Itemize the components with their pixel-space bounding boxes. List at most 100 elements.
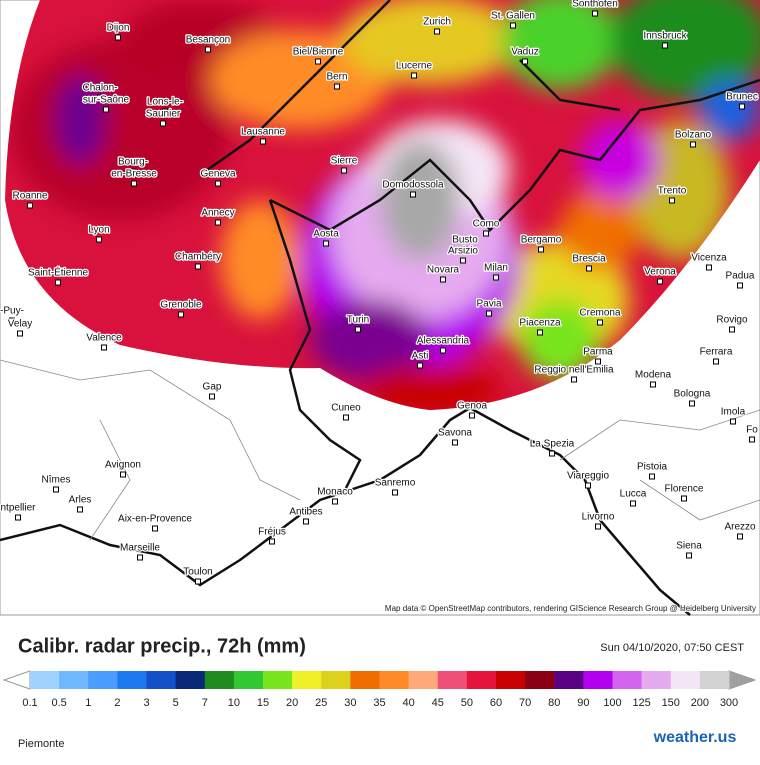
city-marker xyxy=(55,279,61,286)
city-label: Biel/Bienne xyxy=(293,47,344,58)
legend-tick-label: 300 xyxy=(720,697,738,709)
legend-tick-label: 150 xyxy=(662,697,680,709)
legend-tick-label: 70 xyxy=(519,697,531,709)
city-marker xyxy=(303,518,309,525)
city-marker xyxy=(689,400,695,407)
city-marker xyxy=(649,473,655,480)
legend-tick-label: 35 xyxy=(373,697,385,709)
city-label: -Puy- xyxy=(0,306,24,317)
city-label: Fo xyxy=(746,425,758,436)
attribution: Map data © OpenStreetMap contributors, r… xyxy=(385,604,756,613)
city-label: Lucerne xyxy=(396,61,433,72)
city-marker xyxy=(737,282,743,289)
city-label: Dijon xyxy=(107,23,130,34)
city-marker xyxy=(205,46,211,53)
city-marker xyxy=(334,83,340,90)
city-label: Arezzo xyxy=(724,522,756,533)
city-label: Bolzano xyxy=(675,130,712,141)
city-marker xyxy=(15,514,21,521)
city-label: Siena xyxy=(676,541,702,552)
city-marker xyxy=(650,381,656,388)
city-marker xyxy=(440,276,446,283)
city-marker xyxy=(483,230,489,237)
city-label: Modena xyxy=(635,370,672,381)
legend-under xyxy=(2,670,31,690)
city-label: Zurich xyxy=(423,17,451,28)
city-marker xyxy=(630,500,636,507)
city-label: Sierre xyxy=(331,156,358,167)
city-marker xyxy=(17,330,23,337)
city-label: Lons-le- xyxy=(147,97,183,108)
city-marker xyxy=(729,326,735,333)
city-marker xyxy=(730,418,736,425)
city-label: Savona xyxy=(438,428,472,439)
city-marker xyxy=(152,525,158,532)
city-marker xyxy=(571,376,577,383)
city-label: Rovigo xyxy=(716,315,748,326)
city-marker xyxy=(120,471,126,478)
city-marker xyxy=(460,257,466,264)
legend-tick-label: 15 xyxy=(257,697,269,709)
legend-swatch xyxy=(321,671,351,689)
city-marker xyxy=(410,191,416,198)
borders xyxy=(0,0,760,616)
city-marker xyxy=(486,310,492,317)
city-marker xyxy=(739,103,745,110)
city-marker xyxy=(537,329,543,336)
city-label: Geneva xyxy=(200,169,235,180)
city-marker xyxy=(417,362,423,369)
legend-swatch xyxy=(233,671,264,689)
legend-swatch xyxy=(641,671,672,689)
legend-tick-label: 90 xyxy=(577,697,589,709)
city-label: sur-Saône xyxy=(83,95,130,106)
city-label: Imola xyxy=(721,407,746,418)
legend-tick-label: 0.1 xyxy=(22,697,37,709)
city-marker xyxy=(315,58,321,65)
legend-swatch xyxy=(612,671,643,689)
city-marker xyxy=(341,167,347,174)
city-marker xyxy=(162,108,168,115)
city-marker xyxy=(549,450,555,457)
city-marker xyxy=(355,326,361,333)
legend-tick-label: 30 xyxy=(344,697,356,709)
city-label: Cuneo xyxy=(331,403,361,414)
city-label: Brescia xyxy=(572,254,606,265)
legend-swatch xyxy=(699,671,730,689)
legend-swatch xyxy=(350,671,380,689)
legend-swatch xyxy=(437,671,468,689)
city-marker xyxy=(101,344,107,351)
city-label: Turin xyxy=(347,315,369,326)
city-label: Pistoia xyxy=(637,462,667,473)
city-marker xyxy=(737,533,743,540)
legend-tick-label: 3 xyxy=(143,697,149,709)
city-marker xyxy=(440,347,446,354)
city-marker xyxy=(137,554,143,561)
legend-tick-label: 40 xyxy=(403,697,415,709)
city-label: Bourg- xyxy=(118,157,148,168)
city-marker xyxy=(97,94,103,101)
legend-tick-label: 2 xyxy=(114,697,120,709)
legend-swatch xyxy=(117,671,147,689)
city-label: Cremona xyxy=(579,308,621,319)
city-label: Grenoble xyxy=(160,300,202,311)
legend-swatch xyxy=(30,671,60,689)
city-marker xyxy=(749,436,755,443)
city-label: Avignon xyxy=(105,460,141,471)
region-name: Piemonte xyxy=(18,738,64,750)
city-label: Como xyxy=(473,219,500,230)
legend-tick-label: 0.5 xyxy=(51,697,66,709)
city-label: Reggio nell'Emilia xyxy=(534,365,614,376)
city-label: Chalon- xyxy=(82,83,117,94)
city-label: Parma xyxy=(583,347,613,358)
city-label: Lausanne xyxy=(241,127,285,138)
city-label: ntpellier xyxy=(0,503,36,514)
logo: weather.us xyxy=(653,729,737,746)
city-label: Brunec xyxy=(726,92,758,103)
city-label: Chambéry xyxy=(175,252,221,263)
city-marker xyxy=(592,10,598,17)
city-label: Lyon xyxy=(88,225,109,236)
city-marker xyxy=(269,538,275,545)
city-marker xyxy=(595,358,601,365)
legend-swatch xyxy=(263,671,293,689)
